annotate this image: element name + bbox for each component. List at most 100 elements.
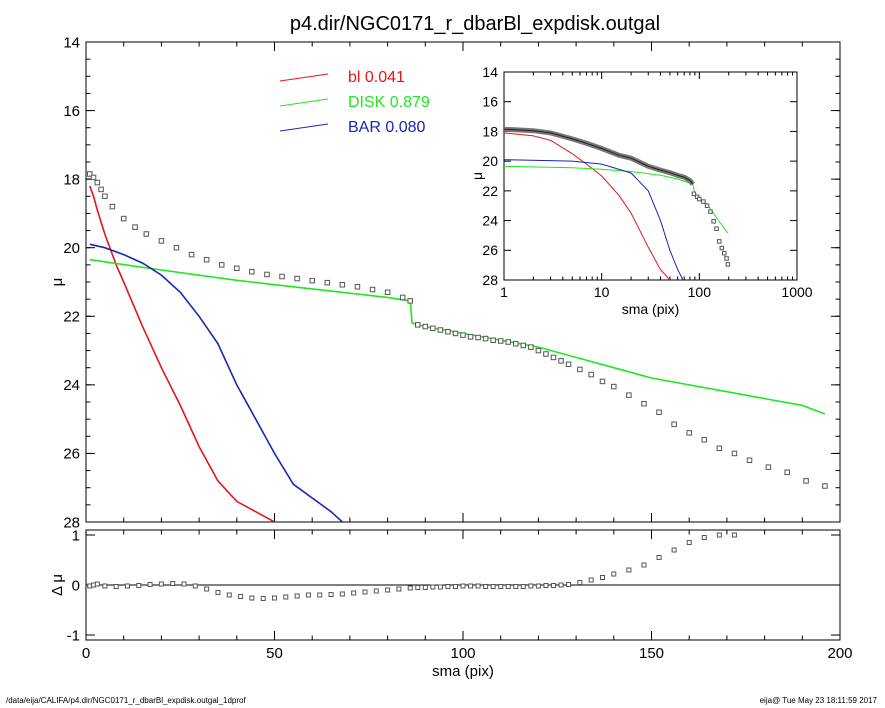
- main-panel: 14 16 18 20 22 24 26 28 μ: [49, 34, 841, 531]
- data-point: [822, 483, 828, 489]
- y-tick-label: 28: [63, 514, 80, 531]
- y-tick-label: 18: [63, 171, 80, 188]
- data-point: [725, 262, 731, 267]
- data-point: [701, 199, 706, 204]
- data-point: [234, 265, 240, 272]
- x-tick-label: 150: [639, 645, 664, 662]
- data-point: [204, 586, 210, 592]
- data-point: [407, 585, 413, 591]
- data-point: [328, 592, 334, 597]
- data-point: [109, 203, 116, 210]
- data-point: [215, 590, 221, 595]
- y-tick-label: 22: [63, 309, 80, 326]
- data-point: [305, 592, 311, 598]
- data-point: [599, 575, 605, 580]
- data-point: [550, 354, 557, 361]
- x-axis-label: sma (pix): [432, 663, 494, 680]
- data-point: [98, 186, 104, 193]
- x-tick-label: 1000: [781, 284, 812, 300]
- legend-label-bl: bl 0.041: [348, 69, 405, 86]
- data-point: [362, 589, 368, 595]
- data-point: [719, 245, 725, 251]
- y-axis-label: μ: [469, 172, 485, 180]
- data-point: [711, 219, 716, 224]
- data-point: [490, 584, 496, 589]
- x-tick-label: 100: [450, 645, 475, 662]
- data-point: [704, 203, 710, 208]
- data-point: [671, 421, 677, 428]
- data-point: [94, 581, 100, 587]
- data-point: [505, 339, 511, 345]
- data-point: [384, 289, 391, 296]
- data-point: [483, 584, 489, 589]
- data-point: [686, 430, 692, 436]
- series-bar-line: [89, 243, 343, 522]
- data-point: [714, 226, 719, 231]
- data-point: [102, 583, 108, 589]
- data-point: [158, 581, 164, 587]
- series-data-line: [504, 128, 694, 185]
- data-point: [430, 325, 436, 332]
- data-point: [339, 281, 346, 288]
- y-tick-label: 0: [72, 577, 80, 594]
- data-point: [513, 584, 519, 589]
- data-point: [452, 330, 459, 337]
- data-point: [558, 582, 564, 588]
- data-point: [351, 590, 357, 596]
- data-point: [158, 238, 165, 244]
- data-point: [317, 592, 323, 598]
- data-point: [113, 584, 119, 589]
- plot-frame: [503, 71, 798, 281]
- data-point: [272, 595, 277, 601]
- data-point: [717, 239, 722, 244]
- footer-left: /data/eija/CALIFA/p4.dir/NGC0171_r_dbarB…: [6, 696, 246, 705]
- data-point: [611, 383, 617, 390]
- data-point: [283, 594, 289, 600]
- data-point: [309, 277, 315, 284]
- data-point: [422, 585, 428, 590]
- data-point: [396, 586, 402, 592]
- data-point: [373, 588, 379, 594]
- data-point: [460, 332, 466, 338]
- x-axis-label: sma (pix): [622, 301, 680, 317]
- data-point: [784, 469, 790, 476]
- y-tick-label: -1: [67, 627, 80, 644]
- data-point: [354, 284, 361, 290]
- data-point: [249, 595, 255, 601]
- data-point: [437, 327, 444, 333]
- data-point: [385, 587, 391, 593]
- series-bl-line: [504, 132, 671, 280]
- data-point: [415, 585, 421, 590]
- data-point: [102, 193, 108, 200]
- data-point: [611, 571, 617, 577]
- y-tick-label: 16: [63, 103, 80, 120]
- data-point: [641, 400, 647, 407]
- y-tick-label: 14: [482, 64, 498, 80]
- series-disk-line: [504, 165, 729, 234]
- data-point: [407, 298, 413, 304]
- data-point: [218, 262, 225, 268]
- data-point: [430, 584, 436, 590]
- data-point: [641, 562, 647, 568]
- data-point: [475, 334, 481, 341]
- y-tick-label: 20: [63, 240, 80, 257]
- data-point: [445, 328, 451, 335]
- data-point: [656, 555, 662, 560]
- legend: bl 0.041 DISK 0.879 BAR 0.080: [279, 69, 430, 136]
- data-point: [765, 464, 772, 470]
- data-point: [120, 215, 127, 222]
- data-point: [708, 209, 713, 214]
- x-tick-label: 0: [82, 645, 90, 662]
- data-point: [701, 535, 707, 540]
- series-disk-line: [89, 258, 826, 415]
- data-point: [475, 583, 481, 589]
- data-point: [686, 540, 692, 545]
- data-point: [132, 224, 138, 230]
- data-point: [550, 583, 556, 588]
- data-point: [626, 392, 632, 398]
- y-tick-label: 28: [482, 272, 498, 288]
- y-tick-label: 18: [482, 123, 498, 139]
- data-point: [528, 344, 534, 350]
